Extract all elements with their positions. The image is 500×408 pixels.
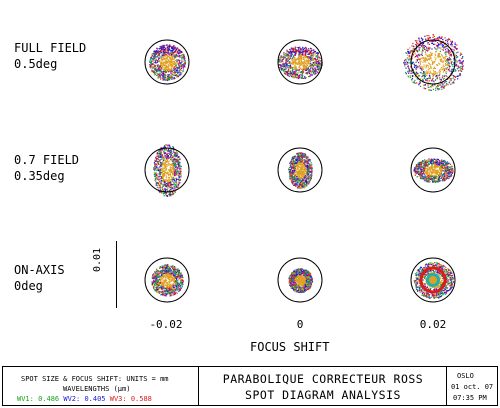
focus-tick-pos: 0.02 xyxy=(419,318,447,331)
row-label-line1: ON-AXIS xyxy=(14,263,65,277)
row-label-line1: 0.7 FIELD xyxy=(14,153,80,167)
wavelength-3: WV3: 0.588 xyxy=(109,395,152,403)
airy-disk-circle xyxy=(277,39,323,85)
spot-r2-c0 xyxy=(144,257,190,303)
airy-disk-circle xyxy=(410,257,456,303)
airy-disk-circle xyxy=(277,257,323,303)
airy-disk-circle xyxy=(410,39,456,85)
run-date: 01 oct. 07 xyxy=(451,383,494,391)
focus-shift-title: FOCUS SHIFT xyxy=(250,340,330,354)
row-label-line1: FULL FIELD xyxy=(14,41,87,55)
row-label-line2: 0.35deg xyxy=(14,169,65,183)
row-label-line2: 0.5deg xyxy=(14,57,58,71)
program-name: OSLO xyxy=(457,372,474,380)
run-time: 07:35 PM xyxy=(453,394,487,402)
spot-r2-c1 xyxy=(277,257,323,303)
spot-r0-c1 xyxy=(277,39,323,85)
focus-tick-neg: -0.02 xyxy=(149,318,183,331)
wavelengths-line: WAVELENGTHS (µm) xyxy=(63,385,131,393)
scale-bar-label: 0.01 xyxy=(92,247,103,272)
units-cell: SPOT SIZE & FOCUS SHIFT: UNITS = mm WAVE… xyxy=(3,367,199,405)
title-cell: PARABOLIQUE CORRECTEUR ROSS SPOT DIAGRAM… xyxy=(199,367,447,405)
units-line: SPOT SIZE & FOCUS SHIFT: UNITS = mm xyxy=(21,375,169,383)
airy-disk-circle xyxy=(277,147,323,193)
meta-cell: OSLO 01 oct. 07 07:35 PM xyxy=(447,367,497,405)
scale-bar xyxy=(116,241,117,308)
airy-disk-circle xyxy=(144,257,190,303)
lens-title: PARABOLIQUE CORRECTEUR ROSS xyxy=(222,372,424,386)
analysis-title: SPOT DIAGRAM ANALYSIS xyxy=(245,388,401,402)
row-label-line2: 0deg xyxy=(14,279,43,293)
spot-r0-c0 xyxy=(144,39,190,85)
airy-disk-circle xyxy=(144,39,190,85)
spot-r2-c2 xyxy=(410,257,456,303)
spot-r1-c1 xyxy=(277,147,323,193)
spot-diagram-grid xyxy=(144,34,464,303)
wavelength-2: WV2: 0.405 xyxy=(63,395,106,403)
airy-disk-circle xyxy=(410,147,456,193)
row-label-full-field: FULL FIELD 0.5deg xyxy=(14,40,86,72)
spot-r0-c2 xyxy=(403,34,464,91)
row-label-07-field: 0.7 FIELD 0.35deg xyxy=(14,152,79,184)
airy-disk-circle xyxy=(144,147,190,193)
row-label-on-axis: ON-AXIS 0deg xyxy=(14,262,65,294)
spot-r1-c2 xyxy=(410,147,456,193)
focus-tick-zero: 0 xyxy=(296,318,304,331)
wavelength-1: WV1: 0.486 xyxy=(17,395,60,403)
info-box: SPOT SIZE & FOCUS SHIFT: UNITS = mm WAVE… xyxy=(2,366,498,406)
spot-r1-c0 xyxy=(144,144,190,197)
